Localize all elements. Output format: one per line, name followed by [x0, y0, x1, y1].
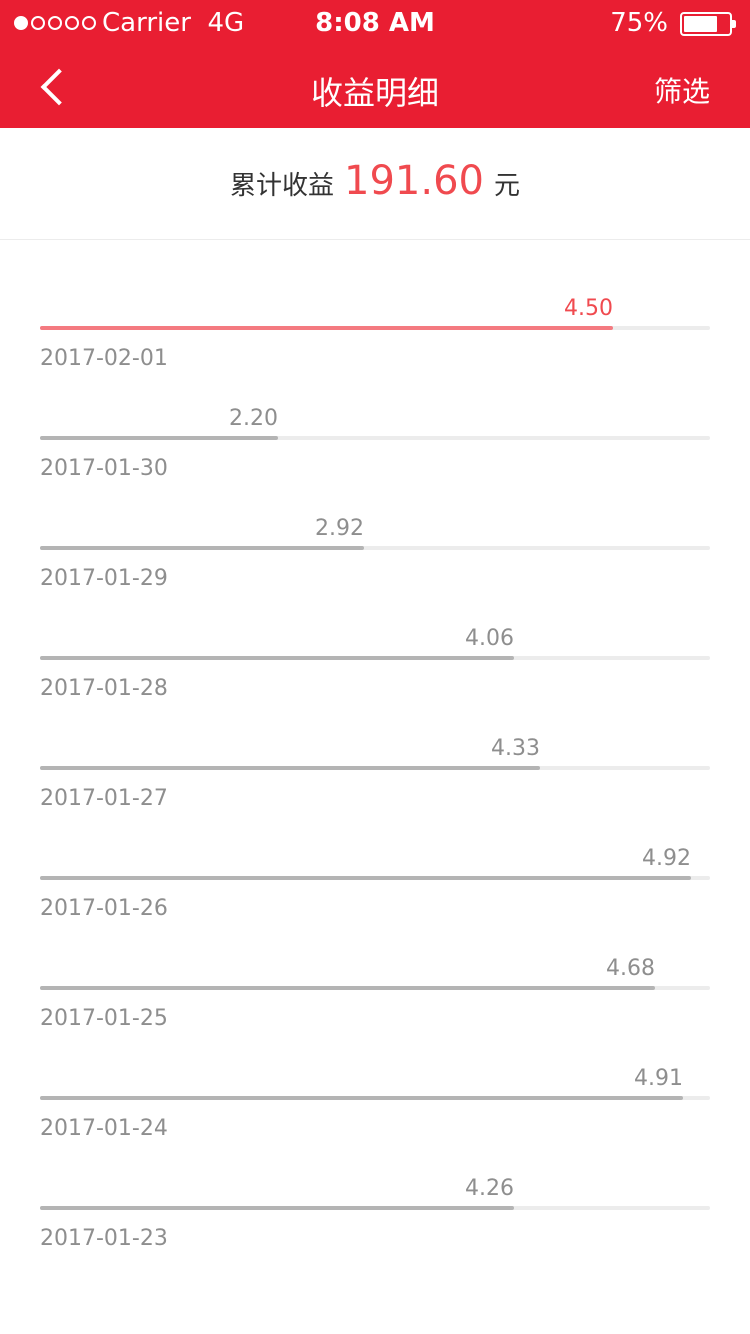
earning-value: 4.68	[606, 956, 655, 981]
earning-row: 4.33 2017-01-27	[40, 680, 710, 811]
earning-bar	[40, 986, 655, 990]
earning-value: 2.92	[315, 516, 364, 541]
earning-bar	[40, 436, 278, 440]
earning-row: 4.50 2017-02-01	[40, 240, 710, 371]
earning-bar-track	[40, 1096, 710, 1100]
earning-date: 2017-01-29	[40, 566, 168, 591]
carrier-label: Carrier 4G	[102, 8, 245, 38]
earning-value: 2.20	[229, 406, 278, 431]
currency-unit: 元	[493, 171, 520, 201]
earning-bar	[40, 876, 691, 880]
earning-row: 4.06 2017-01-28	[40, 570, 710, 701]
earnings-summary: 累计收益 191.60 元	[0, 128, 750, 240]
earning-row: 4.92 2017-01-26	[40, 790, 710, 921]
earning-bar-track	[40, 986, 710, 990]
earning-date: 2017-01-28	[40, 676, 168, 701]
total-amount: 191.60	[344, 158, 484, 204]
page-title: 收益明细	[310, 74, 439, 112]
earning-row: 2.92 2017-01-29	[40, 460, 710, 591]
earning-date: 2017-01-24	[40, 1116, 168, 1141]
navigation-bar: 收益明细 筛选	[0, 48, 750, 128]
earning-bar-track	[40, 326, 710, 330]
header: Carrier 4G 8:08 AM 75% 收益明细 筛选	[0, 0, 750, 128]
signal-strength-icon	[14, 16, 96, 30]
earning-bar-track	[40, 546, 710, 550]
battery-icon	[680, 12, 736, 36]
earning-value: 4.26	[465, 1176, 514, 1201]
earning-bar	[40, 1206, 514, 1210]
earning-bar	[40, 766, 540, 770]
earning-date: 2017-01-26	[40, 896, 168, 921]
earning-bar-track	[40, 656, 710, 660]
earning-value: 4.33	[491, 736, 540, 761]
earning-date: 2017-01-25	[40, 1006, 168, 1031]
earning-bar	[40, 326, 613, 330]
earning-value: 4.92	[642, 846, 691, 871]
earning-value: 4.91	[634, 1066, 683, 1091]
earning-bar	[40, 656, 514, 660]
earning-value: 4.06	[465, 626, 514, 651]
earning-bar-track	[40, 876, 710, 880]
earning-bar-track	[40, 436, 710, 440]
earning-row: 2.20 2017-01-30	[40, 350, 710, 481]
earnings-list: 4.50 2017-02-01 2.20 2017-01-30 2.92 2017-01-…	[40, 240, 710, 1251]
earning-date: 2017-01-30	[40, 456, 168, 481]
earning-bar	[40, 546, 364, 550]
earning-row: 4.68 2017-01-25	[40, 900, 710, 1031]
earning-bar	[40, 1096, 683, 1100]
status-bar: Carrier 4G 8:08 AM 75%	[0, 0, 750, 48]
earning-row: 4.91 2017-01-24	[40, 1010, 710, 1141]
earning-value: 4.50	[564, 296, 613, 321]
network-label: 4G	[207, 8, 245, 38]
summary-label: 累计收益	[230, 171, 335, 201]
earning-date: 2017-02-01	[40, 346, 168, 371]
earning-bar-track	[40, 1206, 710, 1210]
battery-percent: 75%	[610, 8, 668, 38]
earning-bar-track	[40, 766, 710, 770]
filter-button[interactable]: 筛选	[653, 75, 710, 108]
earning-row: 4.26 2017-01-23	[40, 1120, 710, 1251]
earning-date: 2017-01-23	[40, 1226, 168, 1251]
status-time: 8:08 AM	[315, 8, 435, 38]
earning-date: 2017-01-27	[40, 786, 168, 811]
